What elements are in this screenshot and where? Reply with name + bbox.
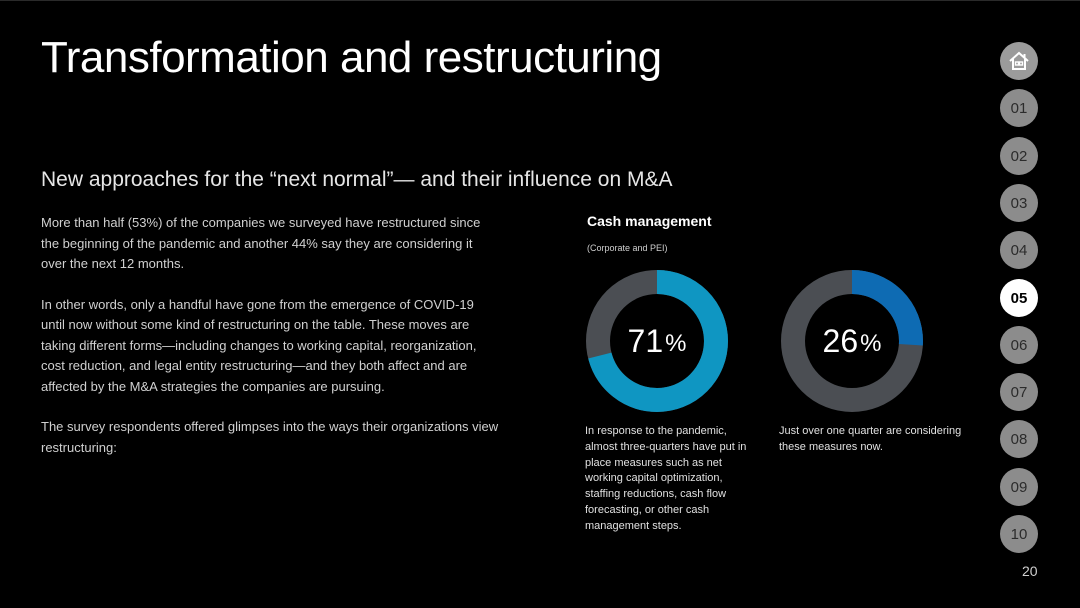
donut-caption: Just over one quarter are considering th…: [779, 425, 962, 453]
paragraph: More than half (53%) of the companies we…: [41, 215, 481, 271]
page-subtitle: New approaches for the “next normal”— an…: [41, 168, 673, 191]
cash-management-subtitle: (Corporate and PEI): [587, 243, 668, 253]
donut-caption: In response to the pandemic, almost thre…: [585, 425, 747, 532]
body-text: More than half (53%) of the companies we…: [41, 213, 501, 478]
paragraph: In other words, only a handful have gone…: [41, 296, 477, 394]
donut-chart-71: 71%: [585, 269, 729, 413]
home-icon: [1009, 51, 1029, 70]
donut-value: 71%: [585, 269, 729, 413]
donut-unit: %: [665, 330, 687, 357]
donut-value-arc: [781, 270, 923, 412]
donut-unit: %: [860, 330, 882, 357]
nav-item-09[interactable]: 09: [1000, 468, 1038, 506]
donut-number: 71: [627, 322, 664, 359]
top-border: [0, 0, 1080, 1]
nav-item-03[interactable]: 03: [1000, 184, 1038, 222]
nav-item-06[interactable]: 06: [1000, 326, 1038, 364]
donut-chart-26: 26%: [780, 269, 924, 413]
page-number: 20: [1022, 563, 1038, 579]
donut-number: 26: [822, 322, 859, 359]
nav-item-08[interactable]: 08: [1000, 420, 1038, 458]
nav-item-01[interactable]: 01: [1000, 89, 1038, 127]
donut-value: 26%: [780, 269, 924, 413]
donut-value-arc: [586, 270, 728, 412]
nav-item-10[interactable]: 10: [1000, 515, 1038, 553]
nav-item-04[interactable]: 04: [1000, 231, 1038, 269]
paragraph: The survey respondents offered glimpses …: [41, 419, 499, 455]
nav-item-02[interactable]: 02: [1000, 137, 1038, 175]
page-title: Transformation and restructuring: [41, 33, 662, 82]
cash-management-title: Cash management: [587, 213, 712, 229]
nav-item-07[interactable]: 07: [1000, 373, 1038, 411]
nav-home-button[interactable]: [1000, 42, 1038, 80]
nav-item-05[interactable]: 05: [1000, 279, 1038, 317]
